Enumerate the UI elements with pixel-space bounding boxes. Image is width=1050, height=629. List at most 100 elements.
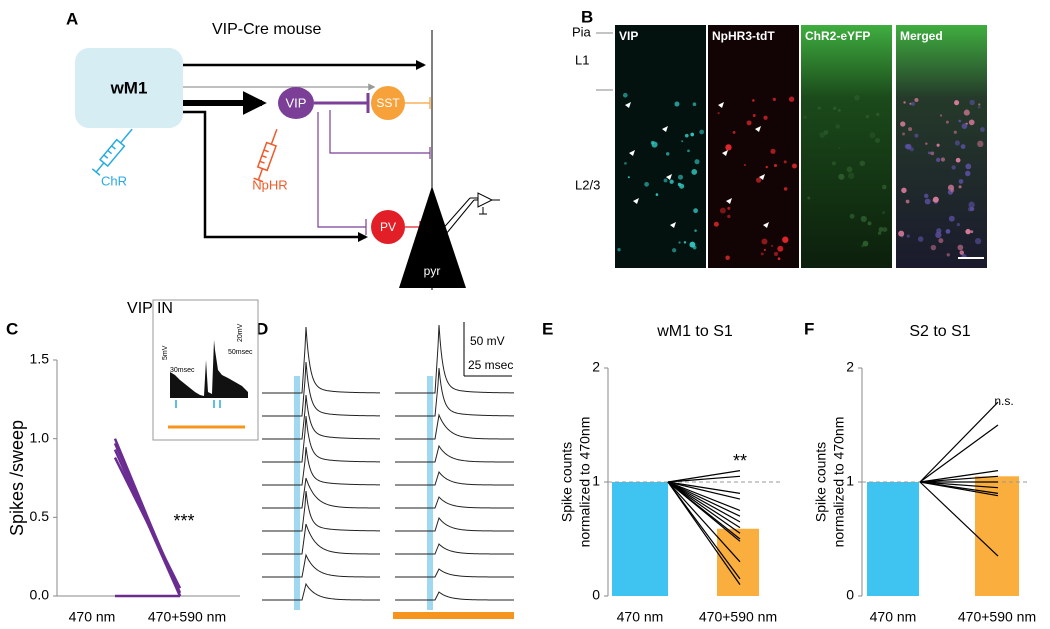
cell xyxy=(905,199,910,204)
paired-line xyxy=(667,481,741,534)
cell xyxy=(693,208,699,214)
trace xyxy=(262,477,381,509)
arrowhead xyxy=(759,174,765,180)
cell xyxy=(678,241,681,244)
annotation: n.s. xyxy=(994,394,1013,408)
cell xyxy=(946,253,950,257)
trace xyxy=(395,516,515,532)
cell xyxy=(900,121,906,127)
inset-label: 20mV xyxy=(237,323,244,342)
cell xyxy=(770,148,776,154)
cell xyxy=(746,120,752,126)
image-panel xyxy=(801,25,892,268)
cell xyxy=(960,144,966,149)
trace xyxy=(395,496,515,509)
paired-line xyxy=(667,481,741,517)
y-axis-label: normalized to 470nm xyxy=(577,417,593,548)
cell xyxy=(955,157,961,163)
cell xyxy=(765,165,768,169)
cell xyxy=(917,236,924,242)
wm1-box xyxy=(75,48,183,128)
arrowhead xyxy=(763,222,769,228)
arrowhead xyxy=(666,174,672,180)
cell xyxy=(755,177,762,183)
cell xyxy=(832,106,837,111)
sst-node xyxy=(371,86,405,120)
cell xyxy=(783,187,788,191)
panel-label: F xyxy=(804,319,814,338)
node-label: NpHR xyxy=(252,177,287,192)
arrowhead xyxy=(633,198,639,204)
y-axis-label: Spike counts xyxy=(559,442,575,522)
chart-title: wM1 to S1 xyxy=(656,323,733,340)
cell xyxy=(846,166,853,173)
cell xyxy=(877,231,882,235)
cell xyxy=(725,144,732,151)
cell xyxy=(930,244,937,251)
cell xyxy=(644,181,649,187)
y-tick-label: 0 xyxy=(846,587,854,603)
cell xyxy=(823,130,829,135)
bar xyxy=(612,482,668,596)
cell xyxy=(777,257,781,261)
cell xyxy=(914,97,919,103)
node-label: SST xyxy=(376,96,400,110)
channel-label: NpHR3-tdT xyxy=(712,29,775,43)
y-tick-label: 0.0 xyxy=(30,587,50,603)
paired-line xyxy=(919,424,999,483)
cell xyxy=(763,115,768,120)
pyr-node xyxy=(399,186,466,288)
node-label: VIP xyxy=(286,95,307,110)
layer-label: L2/3 xyxy=(575,177,600,192)
cell xyxy=(763,248,766,251)
cell xyxy=(938,238,944,244)
y-tick-label: 2 xyxy=(592,359,600,375)
chart-title: VIP IN xyxy=(127,300,173,317)
cell xyxy=(691,169,698,175)
cell xyxy=(831,161,836,166)
cell xyxy=(690,132,695,137)
electrode xyxy=(439,192,500,235)
trace xyxy=(395,367,515,417)
channel-label: VIP xyxy=(619,29,638,43)
bar xyxy=(975,476,1019,596)
node-label: PV xyxy=(380,220,396,234)
cell xyxy=(967,206,973,212)
cell xyxy=(950,188,955,193)
cell xyxy=(881,184,887,190)
cell xyxy=(627,176,630,179)
paired-line xyxy=(667,481,741,563)
paired-line xyxy=(667,481,741,585)
cell xyxy=(954,100,960,106)
y-axis-label: normalized to 470nm xyxy=(831,417,847,548)
trace xyxy=(262,490,381,532)
cell xyxy=(819,132,825,138)
annotation: ** xyxy=(733,451,747,471)
cell xyxy=(732,130,736,134)
diagram-title: VIP-Cre mouse xyxy=(212,21,321,38)
paired-line xyxy=(919,401,999,483)
cell xyxy=(847,172,855,179)
arrowhead xyxy=(629,150,635,156)
chart-title: S2 to S1 xyxy=(909,323,970,340)
paired-line xyxy=(919,481,999,557)
cell xyxy=(977,140,984,148)
arrowhead xyxy=(625,102,631,108)
micrograph: Pia L1 L2/3 VIP NpHR3-tdT ChR2-eYFP Merged xyxy=(572,24,987,268)
cell xyxy=(908,127,913,132)
cell xyxy=(954,140,960,146)
light-pulse xyxy=(294,376,300,610)
light-bar xyxy=(393,612,514,619)
trace xyxy=(262,446,381,486)
cell xyxy=(622,92,628,98)
trace xyxy=(395,591,515,601)
cell xyxy=(725,255,730,260)
vip-node xyxy=(278,87,314,119)
cell xyxy=(861,244,864,248)
paired-line xyxy=(919,481,999,489)
cell xyxy=(980,127,985,132)
bar xyxy=(717,528,759,596)
panel-label: C xyxy=(6,319,18,338)
cell xyxy=(956,222,961,227)
